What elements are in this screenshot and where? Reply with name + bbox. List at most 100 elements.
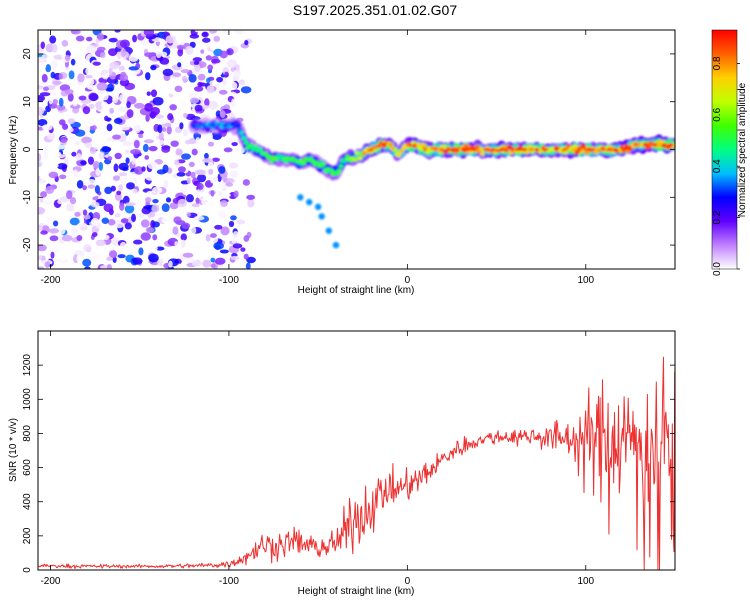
noise-cell bbox=[147, 161, 158, 170]
noise-cell bbox=[126, 182, 135, 190]
noise-cell bbox=[208, 133, 213, 140]
ridge-cell bbox=[524, 149, 530, 155]
noise-cell bbox=[61, 235, 73, 242]
noise-cell bbox=[174, 85, 183, 92]
noise-cell bbox=[190, 171, 196, 179]
x-tick-label: -200 bbox=[40, 576, 60, 587]
noise-cell bbox=[183, 112, 188, 118]
noise-cell bbox=[50, 90, 57, 96]
noise-cell bbox=[38, 250, 45, 257]
noise-cell bbox=[176, 172, 186, 177]
noise-cell bbox=[166, 125, 172, 135]
snr-frame bbox=[37, 330, 676, 571]
noise-cell bbox=[152, 199, 159, 204]
colorbar-label: Normalized spectral amplitude bbox=[737, 82, 748, 217]
ridge-peak bbox=[306, 157, 311, 162]
noise-cell bbox=[206, 251, 216, 257]
noise-cell bbox=[38, 201, 42, 207]
noise-cell bbox=[138, 212, 145, 219]
noise-cell bbox=[76, 179, 84, 189]
noise-cell bbox=[179, 122, 184, 130]
noise-cell bbox=[181, 222, 191, 230]
noise-cell bbox=[116, 190, 122, 196]
noise-cell bbox=[207, 64, 214, 71]
noise-cell bbox=[82, 106, 91, 115]
noise-cell bbox=[45, 64, 52, 73]
noise-cell bbox=[69, 217, 80, 226]
noise-cell bbox=[73, 263, 83, 269]
snr-y-axis: 0 200 400 600 800 1000 1200 bbox=[22, 354, 675, 573]
ridge-peak bbox=[352, 157, 357, 161]
noise-cell bbox=[64, 171, 72, 176]
noise-cell bbox=[38, 95, 46, 102]
colorbar-tick-label: 0.4 bbox=[712, 159, 723, 173]
noise-cell bbox=[246, 256, 256, 264]
noise-cell bbox=[132, 34, 138, 43]
noise-cell bbox=[88, 103, 95, 110]
noise-cell bbox=[132, 257, 143, 265]
noise-cell bbox=[227, 81, 238, 91]
noise-cell bbox=[206, 77, 211, 84]
noise-cell bbox=[172, 72, 182, 77]
noise-cell bbox=[118, 172, 128, 177]
noise-cell bbox=[47, 163, 59, 169]
ridge-peak bbox=[528, 147, 534, 152]
noise-cell bbox=[83, 244, 92, 253]
noise-cell bbox=[98, 151, 105, 160]
branch-cell bbox=[314, 203, 322, 211]
noise-cell bbox=[197, 183, 204, 190]
noise-cell bbox=[228, 220, 235, 228]
noise-cell bbox=[70, 58, 76, 66]
noise-cell bbox=[109, 250, 118, 259]
noise-cell bbox=[43, 150, 48, 159]
ridge-peak bbox=[260, 151, 266, 156]
snr-series-line bbox=[38, 356, 675, 570]
y-tick-label: -20 bbox=[22, 237, 33, 252]
ridge-cell bbox=[258, 147, 264, 153]
noise-cell bbox=[188, 161, 195, 168]
noise-cell bbox=[72, 101, 78, 107]
noise-cell bbox=[194, 104, 203, 112]
noise-cell bbox=[175, 148, 183, 156]
noise-cell bbox=[141, 166, 146, 172]
noise-cell bbox=[195, 137, 201, 143]
noise-cell bbox=[84, 142, 93, 149]
noise-cell bbox=[57, 199, 64, 205]
noise-cell bbox=[157, 87, 166, 96]
noise-cell bbox=[87, 156, 95, 165]
noise-cell bbox=[56, 104, 66, 111]
noise-cell bbox=[113, 117, 123, 124]
ridge-cell bbox=[320, 162, 326, 167]
noise-cell bbox=[41, 54, 49, 59]
noise-cell bbox=[188, 73, 197, 83]
noise-cell bbox=[151, 204, 160, 213]
noise-cell bbox=[182, 252, 194, 258]
ridge-peak bbox=[317, 163, 323, 167]
noise-cell bbox=[244, 40, 249, 46]
ridge-peak bbox=[626, 145, 631, 150]
ridge-cell bbox=[388, 142, 394, 147]
noise-cell bbox=[38, 84, 44, 90]
noise-cell bbox=[145, 227, 155, 233]
noise-cell bbox=[156, 169, 167, 175]
ridge-peak bbox=[330, 170, 336, 174]
noise-cell bbox=[113, 163, 119, 173]
snr-y-label: SNR (10 * v/v) bbox=[8, 418, 19, 482]
noise-cell bbox=[144, 72, 151, 81]
noise-cell bbox=[92, 161, 100, 169]
noise-cell bbox=[111, 237, 117, 245]
noise-cell bbox=[96, 46, 106, 52]
noise-cell bbox=[217, 182, 227, 189]
noise-cell bbox=[125, 157, 130, 165]
noise-cell bbox=[184, 139, 193, 145]
noise-cell bbox=[66, 203, 75, 212]
noise-cell bbox=[157, 31, 166, 39]
noise-cell bbox=[177, 198, 187, 208]
noise-cell bbox=[119, 39, 130, 49]
noise-cell bbox=[161, 127, 167, 133]
noise-cell bbox=[114, 30, 121, 33]
snr-panel: -200 -100 0 100 0 200 400 600 800 1000 1200 Heigh… bbox=[8, 330, 676, 597]
noise-cell bbox=[42, 86, 49, 92]
noise-cell bbox=[204, 152, 209, 160]
